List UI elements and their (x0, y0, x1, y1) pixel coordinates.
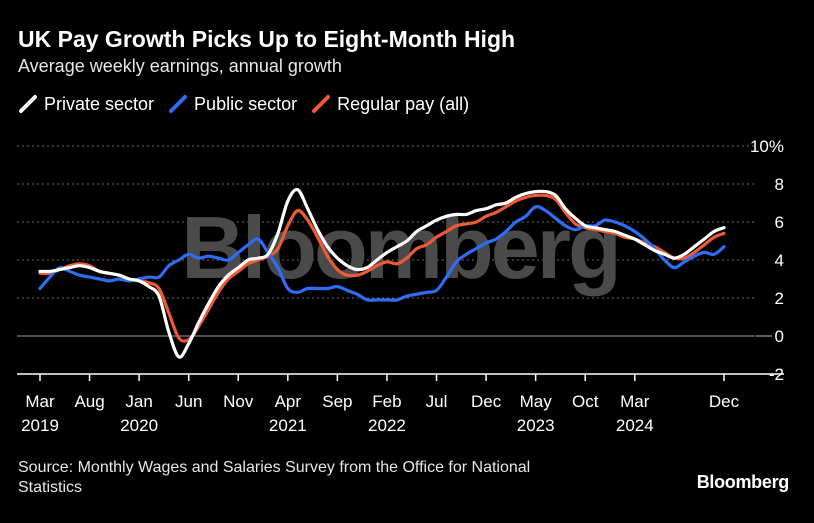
x-tick-label: Apr (275, 392, 302, 411)
y-tick-label: 2 (775, 289, 784, 308)
x-tick-year-label: 2019 (21, 416, 59, 435)
x-tick-year-label: 2022 (368, 416, 406, 435)
y-tick-label: 0 (775, 327, 784, 346)
legend-item-regular: Regular pay (all) (311, 94, 469, 115)
y-tick-label: 10% (750, 137, 784, 156)
x-tick-label: Feb (372, 392, 401, 411)
chart-legend: Private sector Public sector Regular pay… (18, 92, 483, 116)
series-line-public (38, 205, 726, 302)
x-tick-label: Oct (572, 392, 599, 411)
x-tick-label: Nov (223, 392, 254, 411)
x-tick-label: Mar (25, 392, 55, 411)
source-note: Source: Monthly Wages and Salaries Surve… (18, 459, 531, 496)
brand-logo: Bloomberg (696, 472, 790, 492)
x-tick-label: Dec (709, 392, 740, 411)
x-tick-year-label: 2024 (616, 416, 654, 435)
legend-swatch-regular (312, 95, 331, 113)
x-tick-label: Dec (471, 392, 502, 411)
legend-swatch-private (19, 95, 37, 113)
y-tick-label: 8 (775, 175, 784, 194)
chart-title: UK Pay Growth Picks Up to Eight-Month Hi… (18, 26, 516, 52)
x-tick-year-label: 2023 (517, 416, 555, 435)
x-tick-label: May (520, 392, 553, 411)
y-tick-label: 4 (775, 251, 784, 270)
x-tick-label: Jun (175, 392, 202, 411)
y-tick-label: 6 (775, 213, 784, 232)
legend-label-regular: Regular pay (all) (337, 93, 470, 114)
grid-layer (17, 145, 772, 337)
watermark-text: Bloomberg (181, 198, 618, 297)
legend-label-private: Private sector (44, 93, 155, 114)
series-layer (38, 187, 726, 359)
x-tick-label: Jan (125, 392, 152, 411)
x-tick-label: Aug (74, 392, 104, 411)
x-tick-year-label: 2021 (269, 416, 307, 435)
legend-label-public: Public sector (194, 93, 298, 114)
legend-swatch-public (169, 95, 188, 113)
x-tick-label: Sep (322, 392, 352, 411)
series-line-regular (38, 193, 726, 343)
legend-item-private: Private sector (18, 94, 154, 115)
series-line-private (38, 187, 726, 359)
legend-item-public: Public sector (168, 94, 297, 115)
x-tick-label: Jul (426, 392, 448, 411)
chart-subtitle: Average weekly earnings, annual growth (18, 56, 342, 76)
x-tick-year-label: 2020 (120, 416, 158, 435)
x-tick-label: Mar (620, 392, 650, 411)
